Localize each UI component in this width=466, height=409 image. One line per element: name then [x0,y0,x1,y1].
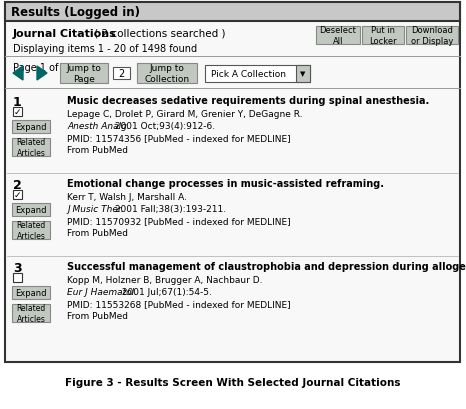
Text: ✓: ✓ [14,191,21,200]
Text: Related
Articles: Related Articles [16,221,46,240]
Text: Put in
Locker: Put in Locker [369,26,397,45]
Text: Pick A Collection: Pick A Collection [211,70,286,79]
Text: Results (Logged in): Results (Logged in) [11,6,140,19]
Text: Download
or Display: Download or Display [411,26,453,45]
Bar [362,27,404,45]
Text: J Music Ther.: J Music Ther. [67,204,123,213]
Bar [13,273,22,282]
Text: Expand: Expand [15,205,47,214]
Text: ( 2 collections searched ): ( 2 collections searched ) [91,29,226,39]
Text: From PubMed: From PubMed [67,146,128,155]
Text: Related
Articles: Related Articles [16,303,46,323]
Text: Kopp M, Holzner B, Brugger A, Nachbaur D.: Kopp M, Holzner B, Brugger A, Nachbaur D… [67,275,262,284]
Bar [296,66,310,83]
Bar [12,139,50,157]
Text: ▼: ▼ [300,71,306,77]
Text: 2001 Jul;67(1):54-5.: 2001 Jul;67(1):54-5. [119,287,212,296]
Bar [13,108,22,117]
Bar [12,121,50,134]
Polygon shape [37,67,47,81]
Text: Emotional change processes in music-assisted reframing.: Emotional change processes in music-assi… [67,179,384,189]
Text: PMID: 11553268 [PubMed - indexed for MEDLINE]: PMID: 11553268 [PubMed - indexed for MED… [67,299,291,308]
Bar [406,27,458,45]
Text: 2001 Oct;93(4):912-6.: 2001 Oct;93(4):912-6. [112,122,215,131]
Text: Lepage C, Drolet P, Girard M, Grenier Y, DeGagne R.: Lepage C, Drolet P, Girard M, Grenier Y,… [67,110,302,119]
Text: From PubMed: From PubMed [67,229,128,237]
Bar [137,64,197,84]
Bar [5,3,460,362]
Text: PMID: 11570932 [PubMed - indexed for MEDLINE]: PMID: 11570932 [PubMed - indexed for MED… [67,216,291,225]
Text: ✓: ✓ [14,108,21,117]
Text: 2001 Fall;38(3):193-211.: 2001 Fall;38(3):193-211. [112,204,226,213]
Text: Music decreases sedative requirements during spinal anesthesia.: Music decreases sedative requirements du… [67,96,429,106]
Text: PMID: 11574356 [PubMed - indexed for MEDLINE]: PMID: 11574356 [PubMed - indexed for MED… [67,134,291,143]
Bar [12,286,50,299]
Bar [113,68,130,80]
Text: 1: 1 [13,96,22,109]
Bar [12,304,50,322]
Text: Eur J Haematol.: Eur J Haematol. [67,287,137,296]
Text: Expand: Expand [15,288,47,297]
Text: Displaying items 1 - 20 of 1498 found: Displaying items 1 - 20 of 1498 found [13,44,197,54]
Text: Jump to
Page: Jump to Page [67,64,102,83]
Bar [60,64,108,84]
Bar [12,221,50,239]
Text: 3: 3 [13,261,21,274]
Text: Kerr T, Walsh J, Marshall A.: Kerr T, Walsh J, Marshall A. [67,193,187,202]
Bar [205,66,310,83]
Text: Page 1 of 75: Page 1 of 75 [13,63,74,73]
Text: Anesth Analg.: Anesth Analg. [67,122,130,131]
Bar [5,3,460,22]
Text: From PubMed: From PubMed [67,311,128,320]
Text: Related
Articles: Related Articles [16,138,46,157]
Text: Expand: Expand [15,123,47,132]
Text: 2: 2 [13,179,22,191]
Text: Figure 3 - Results Screen With Selected Journal Citations: Figure 3 - Results Screen With Selected … [65,377,401,387]
Text: Jump to
Collection: Jump to Collection [144,64,190,83]
Bar [12,204,50,216]
Text: Deselect
All: Deselect All [320,26,356,45]
Text: 2: 2 [118,69,124,79]
Polygon shape [13,67,23,81]
Bar [13,191,22,200]
Bar [316,27,360,45]
Text: Journal Citations: Journal Citations [13,29,117,39]
Text: Successful management of claustrophobia and depression during allogeneic SCT.: Successful management of claustrophobia … [67,261,466,271]
